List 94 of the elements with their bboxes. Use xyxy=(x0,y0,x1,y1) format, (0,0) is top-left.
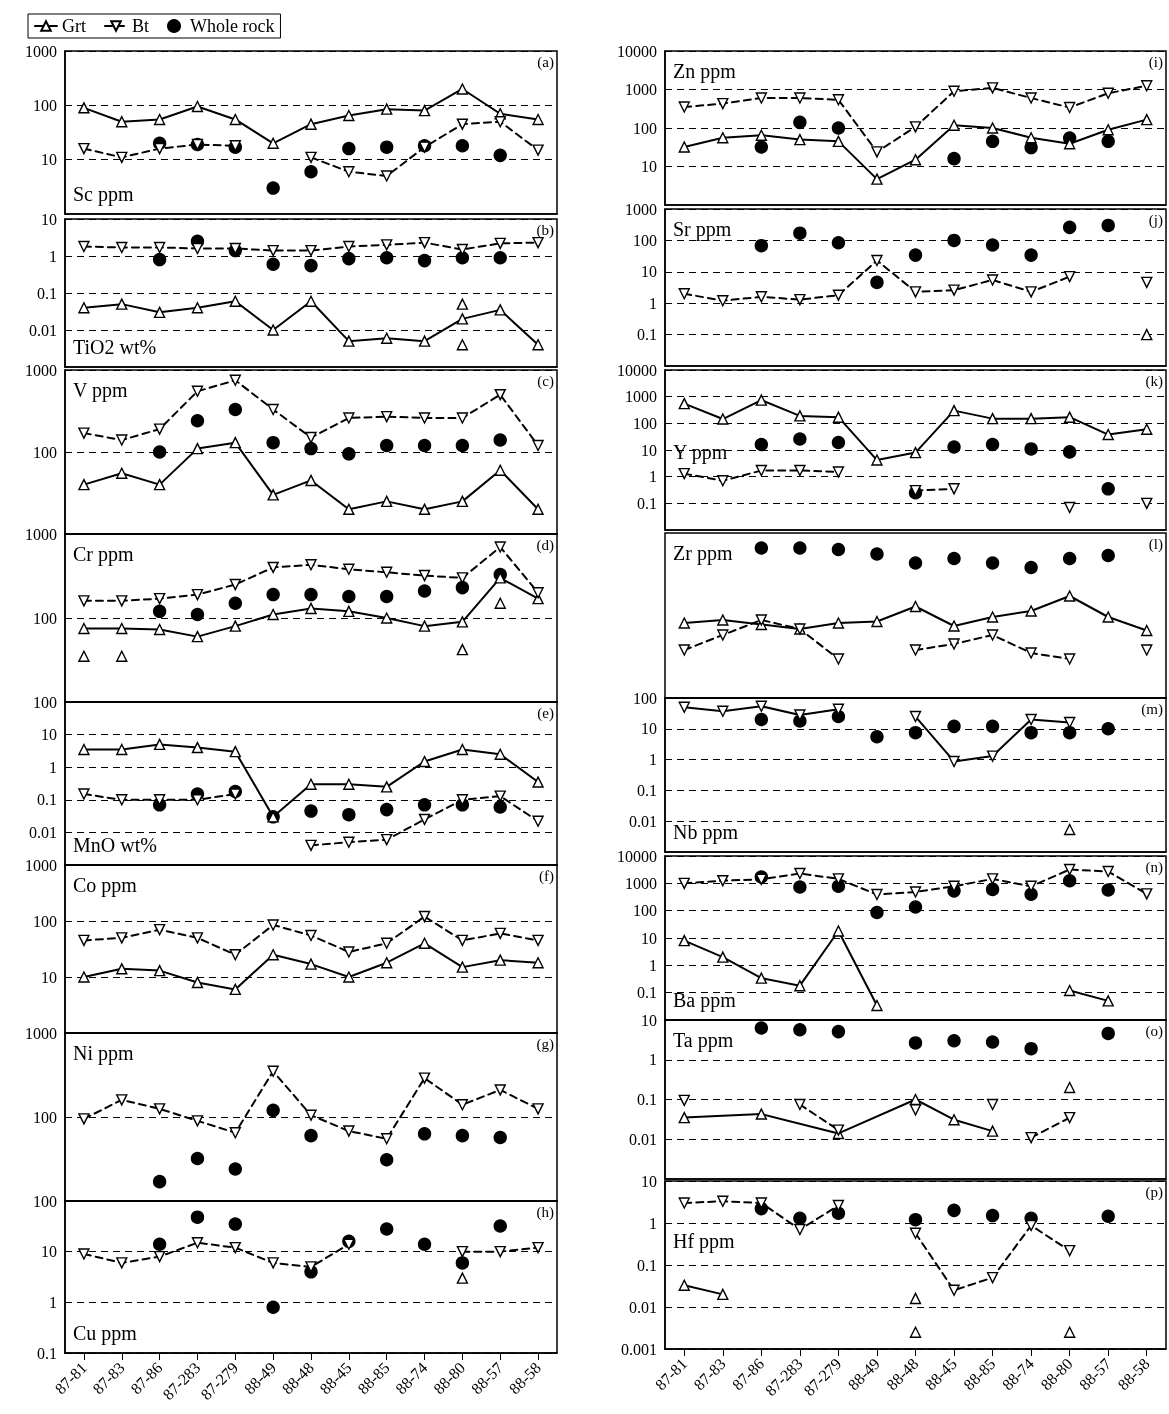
y-tick-label: 1000 xyxy=(25,361,57,379)
chart-title: (p) xyxy=(1145,1183,1164,1201)
y-tick-label: 1000 xyxy=(25,525,57,543)
y-tick-label: 1 xyxy=(649,294,657,312)
y-tick-label: 0.1 xyxy=(637,781,657,799)
chart-title: (d) xyxy=(536,536,555,554)
y-tick-label: 10 xyxy=(641,720,657,738)
y-tick-label: 1 xyxy=(649,1051,657,1069)
y-tick-label: 1 xyxy=(649,751,657,769)
y-tick-label: 1000 xyxy=(25,1024,57,1042)
y-axis-title: TiO2 wt% xyxy=(73,336,157,358)
y-tick-label: 1 xyxy=(649,1214,657,1232)
y-tick-label: 1 xyxy=(49,1293,57,1311)
y-axis-title: Cu ppm xyxy=(73,1322,138,1345)
y-tick-label: 100 xyxy=(633,231,657,249)
y-tick-label: 1000 xyxy=(625,874,657,892)
y-tick-label: 1000 xyxy=(625,388,657,406)
y-tick-label: 1000 xyxy=(25,42,57,60)
legend-label: Whole rock xyxy=(190,16,275,36)
y-axis-title: Sc ppm xyxy=(73,183,134,206)
y-tick-label: 10 xyxy=(641,441,657,459)
y-tick-label: 100 xyxy=(33,1192,57,1210)
y-tick-label: 1 xyxy=(49,247,57,265)
y-tick-label: 10 xyxy=(41,151,57,169)
y-tick-label: 10 xyxy=(641,263,657,281)
y-tick-label: 1 xyxy=(649,956,657,974)
y-tick-label: 100 xyxy=(33,609,57,627)
chart-title: (f) xyxy=(539,867,555,885)
y-tick-label: 10000 xyxy=(617,42,657,60)
y-tick-label: 0.1 xyxy=(637,326,657,344)
chart-title: (e) xyxy=(537,704,555,722)
y-tick-label: 1 xyxy=(49,758,57,776)
y-axis-title: MnO wt% xyxy=(73,834,157,856)
y-tick-label: 0.001 xyxy=(621,1340,657,1358)
legend-label: Bt xyxy=(131,16,150,36)
y-tick-label: 10000 xyxy=(617,361,657,379)
y-tick-label: 100 xyxy=(633,414,657,432)
y-tick-label: 100 xyxy=(33,693,57,711)
y-tick-label: 100 xyxy=(33,912,57,930)
y-tick-label: 10 xyxy=(41,210,57,228)
y-tick-label: 100 xyxy=(33,443,57,461)
y-tick-label: 1000 xyxy=(625,81,657,98)
chart-title: (l) xyxy=(1148,535,1164,553)
y-tick-label: 0.1 xyxy=(637,494,657,512)
y-axis-title: V ppm xyxy=(73,379,129,402)
y-tick-label: 10 xyxy=(41,1243,57,1261)
y-tick-label: 10 xyxy=(641,1011,657,1029)
y-axis-title: Nb ppm xyxy=(673,821,739,844)
y-axis-title: Cr ppm xyxy=(73,543,134,566)
y-tick-label: 0.01 xyxy=(629,1298,657,1316)
chart-title: (a) xyxy=(537,53,555,71)
y-axis-title: Sr ppm xyxy=(673,218,732,241)
chart-title: (c) xyxy=(537,372,555,390)
chart-title: (o) xyxy=(1145,1022,1164,1040)
y-tick-label: 10 xyxy=(641,1172,657,1190)
y-axis-title: Zr ppm xyxy=(673,542,733,565)
y-tick-label: 100 xyxy=(33,96,57,114)
y-axis-title: Ta ppm xyxy=(673,1029,734,1052)
chart-title: (h) xyxy=(536,1203,555,1221)
y-tick-label: 0.1 xyxy=(637,1256,657,1274)
y-tick-label: 10 xyxy=(41,726,57,744)
legend-label: Grt xyxy=(62,16,86,36)
chart-title: (g) xyxy=(536,1035,555,1053)
y-tick-label: 0.01 xyxy=(29,823,57,841)
y-axis-title: Co ppm xyxy=(73,874,138,897)
y-tick-label: 0.01 xyxy=(29,321,57,339)
y-tick-label: 0.01 xyxy=(629,1130,657,1148)
y-tick-label: 100 xyxy=(33,1108,57,1126)
y-axis-title: Ni ppm xyxy=(73,1042,134,1065)
y-tick-label: 0.1 xyxy=(37,1344,57,1362)
y-tick-label: 10 xyxy=(641,158,657,175)
chart-title: (j) xyxy=(1148,211,1164,229)
y-tick-label: 100 xyxy=(633,119,657,137)
y-axis-title: Ba ppm xyxy=(673,989,737,1012)
y-tick-label: 0.01 xyxy=(629,812,657,830)
y-tick-label: 0.1 xyxy=(637,1091,657,1108)
y-tick-label: 0.1 xyxy=(37,791,57,809)
y-tick-label: 0.1 xyxy=(637,984,657,1002)
y-tick-label: 1 xyxy=(649,468,657,486)
chart-title: (k) xyxy=(1145,372,1164,390)
y-tick-label: 100 xyxy=(633,689,657,707)
y-tick-label: 1000 xyxy=(625,200,657,218)
chart-title: (m) xyxy=(1141,700,1164,718)
y-tick-label: 0.1 xyxy=(37,284,57,302)
y-tick-label: 10 xyxy=(641,929,657,947)
y-tick-label: 1000 xyxy=(25,856,57,874)
chart-title: (b) xyxy=(536,221,555,239)
chart-title: (n) xyxy=(1145,858,1164,876)
chart-title: (i) xyxy=(1148,53,1164,71)
y-tick-label: 10000 xyxy=(617,847,657,865)
y-tick-label: 10 xyxy=(41,968,57,986)
y-axis-title: Zn ppm xyxy=(673,60,737,83)
y-axis-title: Hf ppm xyxy=(673,1230,736,1254)
y-tick-label: 100 xyxy=(633,902,657,920)
